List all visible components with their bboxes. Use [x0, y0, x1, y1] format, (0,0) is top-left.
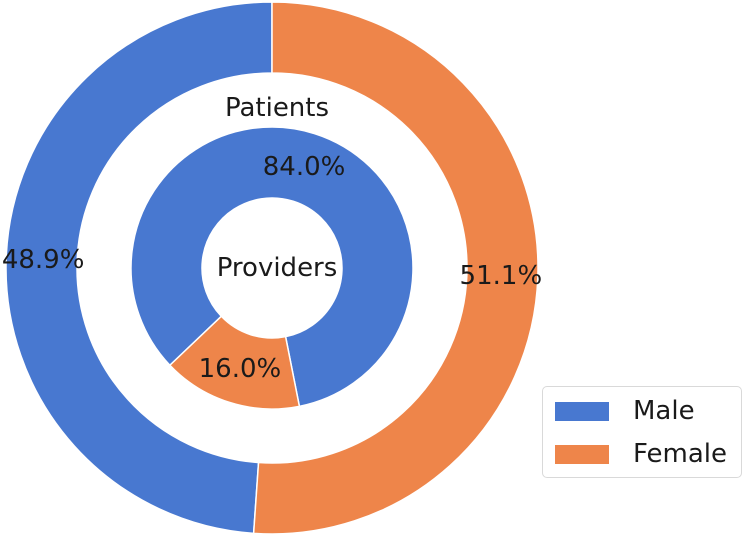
legend-entry-female: Female: [555, 438, 727, 470]
legend-entry-male: Male: [555, 395, 695, 427]
patients-male-value-label: 48.9%: [2, 245, 85, 275]
patients-ring-title: Patients: [225, 93, 329, 123]
patients-female-value-label: 51.1%: [460, 261, 543, 291]
patients-male-slice: [5, 1, 273, 535]
legend-swatch-male: [555, 401, 609, 421]
providers-female-slice: [168, 315, 301, 410]
legend-swatch-female: [555, 444, 609, 464]
legend-label-male: Male: [633, 396, 695, 426]
providers-male-slice: [130, 126, 414, 408]
legend-label-female: Female: [633, 439, 728, 469]
chart-legend: Male Female: [542, 386, 742, 478]
patients-female-slice: [252, 1, 539, 535]
providers-female-value-label: 16.0%: [199, 354, 282, 384]
providers-male-value-label: 84.0%: [263, 152, 346, 182]
providers-ring-title: Providers: [217, 253, 338, 283]
